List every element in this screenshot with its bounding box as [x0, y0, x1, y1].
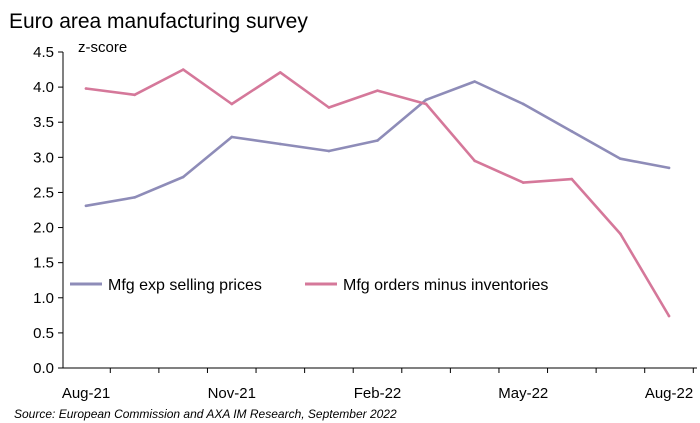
data-point: [376, 89, 379, 92]
x-tick-label: May-22: [498, 385, 548, 402]
data-point: [84, 87, 88, 90]
data-point: [570, 177, 574, 181]
legend: Mfg exp selling prices Mfg orders minus i…: [70, 277, 548, 294]
y-tick-label: 4.0: [33, 79, 54, 96]
legend-label-2: Mfg orders minus inventories: [343, 277, 548, 294]
y-tick-label: 2.5: [33, 184, 54, 201]
legend-label-1: Mfg exp selling prices: [108, 277, 262, 294]
data-point: [181, 68, 185, 71]
y-tick-label: 3.0: [33, 149, 54, 166]
x-tick-label: Aug-21: [62, 385, 110, 402]
data-point: [181, 175, 185, 179]
data-point: [84, 204, 88, 208]
source-note: Source: European Commission and AXA IM R…: [14, 407, 397, 421]
data-point: [327, 149, 331, 153]
data-point: [667, 314, 671, 318]
data-point: [376, 139, 379, 142]
y-tick-label: 3.5: [33, 114, 54, 131]
unit-label: z-score: [78, 39, 127, 56]
data-point: [619, 232, 622, 236]
x-axis: Aug-21 Nov-21 Feb-22 May-22 Aug-22: [62, 367, 697, 402]
data-point: [521, 181, 525, 184]
data-point: [619, 157, 622, 161]
data-point: [521, 102, 525, 106]
data-point: [279, 142, 282, 146]
data-point: [424, 102, 428, 106]
series-layer: [84, 68, 671, 318]
y-tick-label: 1.5: [33, 255, 54, 272]
data-point: [570, 130, 574, 133]
y-tick-label: 0.5: [33, 325, 54, 342]
data-point: [327, 106, 331, 109]
data-point: [667, 166, 671, 170]
y-tick-label: 1.0: [33, 290, 54, 307]
data-point: [133, 93, 136, 97]
y-tick-label: 4.5: [33, 44, 54, 61]
data-point: [424, 98, 428, 102]
y-tick-label: 0.0: [33, 360, 54, 377]
data-point: [473, 80, 476, 83]
data-point: [230, 102, 234, 106]
x-tick-label: Aug-22: [645, 385, 693, 402]
x-tick-label: Nov-21: [208, 385, 256, 402]
chart-title: Euro area manufacturing survey: [9, 10, 308, 33]
y-axis: 0.0 0.5 1.0 1.5 2.0 2.5 3.0 3.5 4.0 4.5: [33, 44, 64, 377]
data-point: [133, 196, 136, 199]
y-tick-label: 2.0: [33, 220, 54, 237]
data-point: [279, 71, 282, 74]
x-tick-label: Feb-22: [354, 385, 402, 402]
series-line-1: [84, 80, 671, 208]
data-point: [473, 159, 476, 163]
data-point: [230, 135, 234, 139]
